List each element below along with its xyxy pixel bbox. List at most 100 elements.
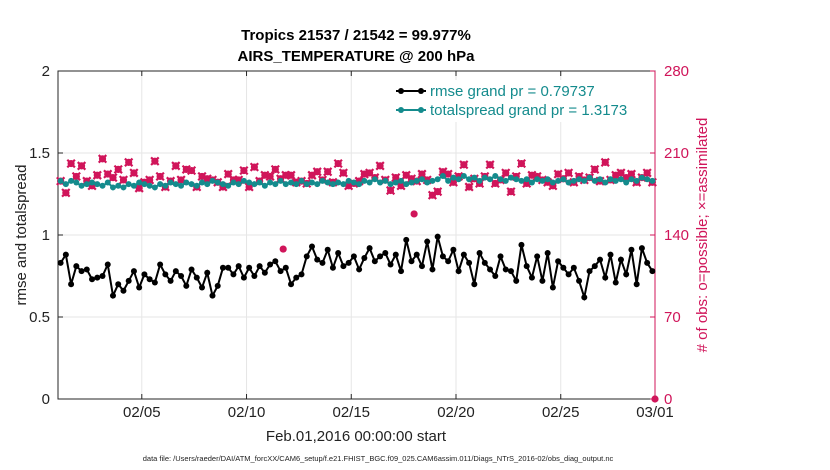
rmse-point [157,261,164,268]
obs-assimilated-point [642,168,652,178]
rmse-point [350,253,357,260]
spread-point [623,179,630,186]
spread-point [602,179,609,186]
obs-assimilated-point [249,162,259,172]
data-file-footer: data file: /Users/raeder/DAI/ATM_forcXX/… [143,454,614,463]
spread-point [628,176,635,183]
obs-assimilated-point [516,158,527,169]
spread-point [288,179,295,186]
legend-spread-label: totalspread grand pr = 1.3173 [430,102,627,119]
rmse-point [104,261,111,268]
rmse-point [455,268,462,275]
spread-point [586,174,593,181]
obs-assimilated-point [333,158,343,169]
rmse-point [612,279,619,286]
spread-point [256,179,263,186]
rmse-point [89,276,96,283]
spread-point [188,181,195,188]
rmse-point [597,256,604,263]
x-tick-label: 02/25 [542,404,580,421]
rmse-point [335,250,342,257]
spread-point [539,177,546,184]
spread-point [403,181,410,188]
rmse-point [439,253,446,260]
spread-point [204,181,211,188]
rmse-point [136,284,143,291]
spread-point [424,179,431,186]
rmse-point [497,253,504,260]
y-tick-label-left: 1 [42,227,50,244]
spread-point [638,174,645,181]
rmse-point [214,282,221,289]
spread-point [272,181,279,188]
rmse-point [408,258,415,265]
obs-assimilated-point [108,173,118,183]
spread-point [246,179,253,186]
spread-point [612,177,619,184]
rmse-point [329,264,336,271]
rmse-point [565,271,572,278]
spread-point [136,179,143,186]
rmse-point [502,266,509,273]
rmse-point [125,277,132,284]
x-axis-label: Feb.01,2016 00:00:00 start [266,428,447,445]
rmse-point [560,264,567,271]
spread-point [455,176,462,183]
rmse-point [403,236,410,243]
rmse-point [298,271,305,278]
obs-assimilated-point [323,167,333,177]
spread-point [434,176,441,183]
rmse-point [99,273,106,279]
obs-assimilated-point [464,182,474,192]
spread-point [345,177,352,184]
spread-point [94,181,101,188]
rmse-point [272,258,279,265]
spread-point [513,176,520,183]
rmse-point [361,254,368,261]
rmse-point [617,256,624,263]
rmse-point [507,268,514,275]
rmse-point [115,281,122,288]
rmse-point [523,263,530,270]
rmse-point [471,281,478,288]
series-spread [57,172,656,191]
rmse-point [424,238,431,245]
x-tick-label: 02/05 [123,404,161,421]
spread-point [340,181,347,188]
rmse-point [303,253,310,260]
spread-point [466,176,473,183]
rmse-point [172,268,179,275]
rmse-point [199,284,206,291]
spread-point [507,174,514,181]
rmse-point [109,292,116,299]
rmse-point [267,261,274,268]
spread-point [450,174,457,181]
spread-point [649,177,656,184]
spread-point [277,177,284,184]
spread-point [528,179,535,186]
spread-point [565,179,572,186]
spread-point [329,181,336,188]
rmse-point [324,246,331,253]
rmse-point [476,250,483,257]
spread-point [356,181,363,188]
rmse-point [581,294,588,301]
spread-point [644,176,651,183]
x-tick-label: 03/01 [636,404,674,421]
spread-point [240,177,247,184]
spread-point [497,176,504,183]
spread-point [382,177,389,184]
rmse-point [413,251,420,258]
spread-point [607,176,614,183]
spread-point [408,179,415,186]
spread-point [544,176,551,183]
spread-point [115,182,122,189]
rmse-point [288,281,295,288]
obs-assimilated-point [459,160,469,170]
legend: rmse grand pr = 0.79737 totalspread gran… [393,80,651,122]
spread-point [146,182,153,189]
rmse-point [366,245,373,252]
spread-point [418,176,425,183]
spread-point [591,177,598,184]
obs-assimilated-point [171,161,181,171]
